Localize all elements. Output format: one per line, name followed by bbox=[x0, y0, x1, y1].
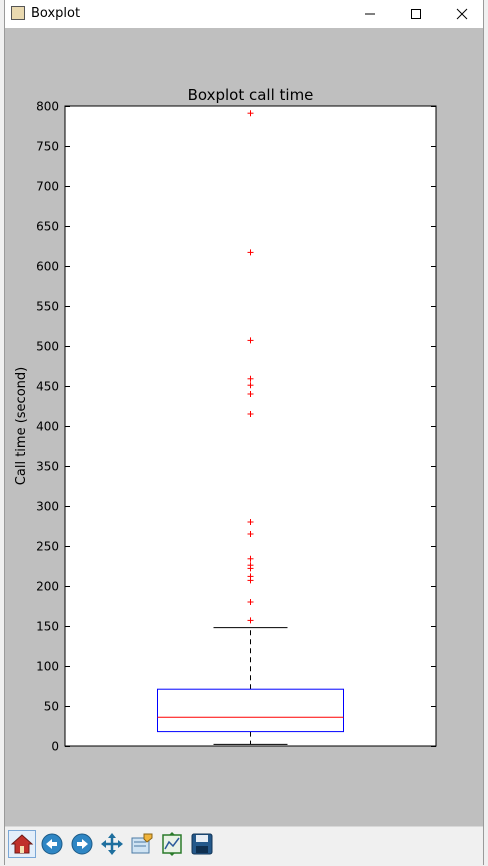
navigation-toolbar bbox=[5, 826, 483, 866]
y-tick-label: 450 bbox=[36, 380, 59, 394]
back-button[interactable] bbox=[38, 830, 66, 858]
save-button[interactable] bbox=[188, 830, 216, 858]
window-title: Boxplot bbox=[31, 6, 81, 21]
y-tick-label: 650 bbox=[36, 220, 59, 234]
outlier-series bbox=[247, 110, 254, 624]
boxplot-chart[interactable]: 0 50 100 150 200 250 300 350 400 450 500 550 600 650 7… bbox=[5, 28, 483, 826]
y-tick-label: 400 bbox=[36, 420, 59, 434]
minimize-button[interactable] bbox=[347, 0, 393, 28]
y-tick-label: 550 bbox=[36, 300, 59, 314]
y-axis: 0 50 100 150 200 250 300 350 400 450 500 550 600 650 7… bbox=[36, 100, 436, 754]
outlier-point bbox=[247, 617, 254, 624]
outlier-point bbox=[247, 391, 254, 397]
subplots-button[interactable] bbox=[158, 830, 186, 858]
chart-title: Boxplot call time bbox=[188, 86, 314, 104]
home-icon bbox=[10, 834, 34, 854]
y-tick-label: 750 bbox=[36, 140, 59, 154]
y-tick-label: 300 bbox=[36, 500, 59, 514]
y-tick-label: 700 bbox=[36, 180, 59, 194]
y-tick-label: 350 bbox=[36, 460, 59, 474]
y-tick-label: 100 bbox=[36, 660, 59, 674]
arrow-left-icon bbox=[41, 833, 63, 855]
outlier-point bbox=[247, 599, 254, 605]
outlier-point bbox=[247, 555, 254, 562]
y-tick-label: 500 bbox=[36, 340, 59, 354]
y-tick-label: 0 bbox=[51, 740, 59, 754]
iqr-box bbox=[157, 688, 344, 733]
outlier-point bbox=[247, 337, 254, 344]
outlier-point bbox=[247, 249, 254, 256]
move-icon bbox=[101, 833, 123, 855]
outlier-point bbox=[247, 382, 254, 389]
box-series bbox=[157, 627, 344, 745]
pan-button[interactable] bbox=[98, 830, 126, 858]
y-axis-label: Call time (second) bbox=[14, 367, 29, 485]
y-tick-label: 150 bbox=[36, 620, 59, 634]
outlier-point bbox=[247, 519, 254, 525]
maximize-button[interactable] bbox=[393, 0, 439, 28]
arrow-right-icon bbox=[71, 833, 93, 855]
outlier-point bbox=[247, 411, 254, 417]
close-button[interactable] bbox=[439, 0, 485, 28]
save-icon bbox=[191, 833, 213, 855]
y-tick-label: 250 bbox=[36, 540, 59, 554]
title-bar[interactable]: Boxplot bbox=[5, 0, 483, 28]
outlier-point bbox=[247, 110, 254, 117]
matplotlib-figure-icon bbox=[11, 6, 25, 20]
outlier-point bbox=[247, 573, 254, 580]
forward-button[interactable] bbox=[68, 830, 96, 858]
figure-window: Boxplot 0 50 100 150 200 250 300 350 400 450 500 55… bbox=[4, 0, 484, 866]
y-tick-label: 50 bbox=[44, 700, 59, 714]
zoom-rect-icon bbox=[131, 833, 153, 854]
close-icon bbox=[456, 8, 468, 20]
home-button[interactable] bbox=[8, 830, 36, 858]
outlier-point bbox=[247, 375, 254, 382]
outlier-point bbox=[247, 562, 254, 569]
y-tick-label: 200 bbox=[36, 580, 59, 594]
y-tick-label: 800 bbox=[36, 100, 59, 114]
zoom-button[interactable] bbox=[128, 830, 156, 858]
maximize-icon bbox=[411, 9, 421, 19]
minimize-icon bbox=[365, 13, 375, 15]
outlier-point bbox=[247, 531, 254, 537]
y-tick-label: 600 bbox=[36, 260, 59, 274]
subplots-icon bbox=[162, 832, 182, 856]
